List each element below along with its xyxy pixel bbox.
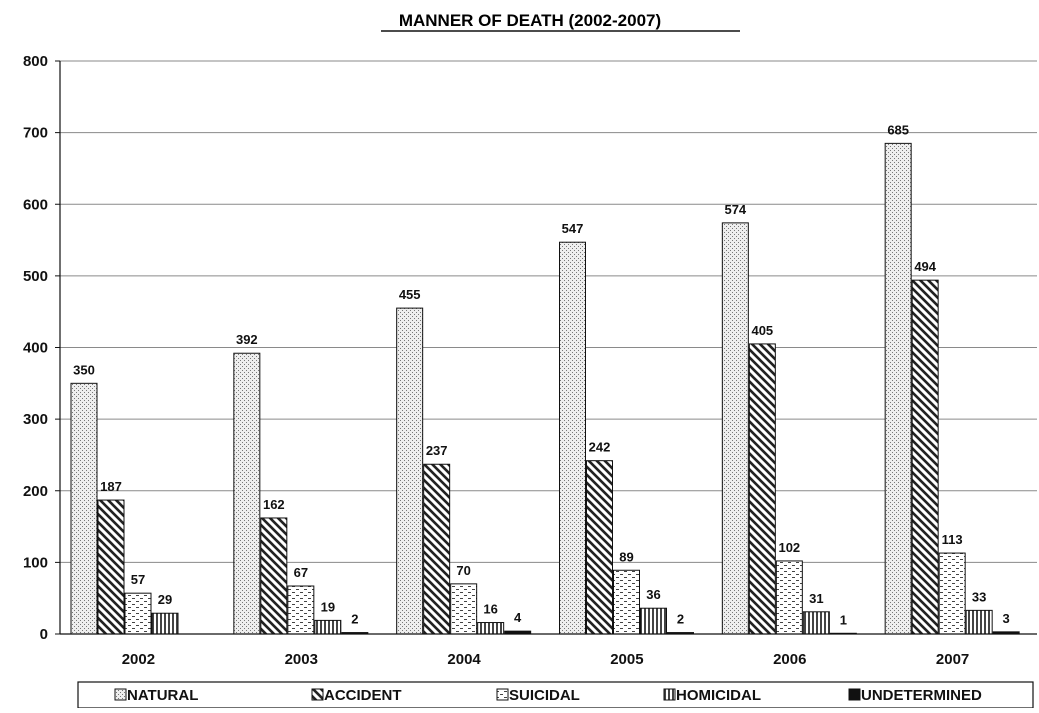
data-label-suicidal-2004: 70 (456, 563, 470, 578)
legend-label-natural: NATURAL (127, 687, 198, 704)
y-tick-label-300: 300 (23, 411, 48, 428)
data-label-undetermined-2004: 4 (514, 610, 522, 625)
y-tick-label-0: 0 (40, 626, 48, 643)
bar-suicidal-2003 (287, 585, 315, 635)
legend-label-homicidal: HOMICIDAL (676, 687, 761, 704)
data-label-homicidal-2002: 29 (158, 592, 172, 607)
bar-homicidal-2002 (151, 612, 179, 635)
bar-homicidal-2003 (314, 619, 342, 635)
legend-label-suicidal: SUICIDAL (509, 687, 580, 704)
data-label-suicidal-2006: 102 (778, 540, 800, 555)
data-label-suicidal-2003: 67 (294, 565, 308, 580)
bar-suicidal-2004 (450, 583, 478, 635)
data-label-accident-2005: 242 (589, 440, 611, 455)
x-tick-label-2007: 2007 (936, 651, 969, 668)
bar-natural-2003 (233, 352, 261, 635)
bar-accident-2003 (260, 517, 288, 635)
bar-natural-2005 (559, 241, 586, 635)
legend: NATURAL ACCIDENT SUICIDAL HOMICIDAL UNDETERM… (77, 681, 1034, 709)
data-labels: 350 187 57 29 392 162 67 19 2 455 237 70 16 4 547 242 89… (73, 122, 1010, 627)
gridlines (60, 60, 1037, 563)
bar-accident-2006 (748, 343, 776, 635)
data-label-natural-2007: 685 (887, 122, 909, 137)
x-axis: 2002 2003 2004 2005 2006 2007 (60, 633, 1037, 668)
chart-title: MANNER OF DEATH (2002-2007) (399, 11, 661, 30)
data-label-natural-2005: 547 (562, 221, 584, 236)
bar-accident-2002 (97, 499, 125, 635)
y-axis: 0 100 200 300 400 500 600 700 800 (23, 53, 61, 643)
data-label-homicidal-2005: 36 (646, 587, 660, 602)
data-label-undetermined-2006: 1 (840, 612, 847, 627)
data-label-accident-2002: 187 (100, 479, 122, 494)
bar-suicidal-2007 (938, 552, 966, 635)
y-tick-label-400: 400 (23, 340, 48, 357)
y-tick-label-800: 800 (23, 53, 48, 70)
x-tick-label-2005: 2005 (610, 651, 643, 668)
bar-natural-2002 (70, 382, 98, 635)
bar-homicidal-2004 (477, 622, 505, 635)
bar-accident-2004 (423, 463, 451, 635)
bar-homicidal-2005 (640, 607, 667, 635)
bar-natural-2004 (396, 307, 424, 635)
legend-swatch-undetermined (848, 688, 861, 701)
bar-accident-2007 (911, 279, 939, 635)
bar-natural-2006 (721, 222, 749, 635)
data-label-accident-2007: 494 (914, 259, 936, 274)
data-label-undetermined-2005: 2 (677, 612, 684, 627)
data-label-accident-2003: 162 (263, 497, 285, 512)
data-label-natural-2003: 392 (236, 332, 258, 347)
legend-swatch-accident (311, 688, 324, 701)
bar-suicidal-2006 (775, 560, 803, 635)
data-label-undetermined-2003: 2 (351, 612, 358, 627)
legend-swatch-natural (114, 688, 127, 701)
data-label-undetermined-2007: 3 (1003, 611, 1010, 626)
bar-natural-2007 (884, 142, 912, 635)
legend-swatch-suicidal (496, 688, 509, 701)
bars (70, 142, 1020, 635)
y-tick-label-200: 200 (23, 483, 48, 500)
legend-label-accident: ACCIDENT (324, 687, 402, 704)
data-label-homicidal-2003: 19 (321, 599, 335, 614)
data-label-natural-2004: 455 (399, 287, 421, 302)
y-tick-label-600: 600 (23, 196, 48, 213)
y-tick-label-700: 700 (23, 125, 48, 142)
data-label-suicidal-2007: 113 (942, 532, 963, 547)
y-tick-label-100: 100 (23, 554, 48, 571)
data-label-homicidal-2004: 16 (483, 602, 497, 617)
bar-homicidal-2006 (802, 611, 830, 635)
x-tick-label-2003: 2003 (285, 651, 318, 668)
bar-suicidal-2002 (124, 592, 152, 635)
data-label-accident-2006: 405 (751, 323, 773, 338)
x-tick-label-2002: 2002 (122, 651, 155, 668)
bar-suicidal-2005 (613, 569, 640, 635)
data-label-natural-2006: 574 (724, 202, 746, 217)
x-tick-label-2006: 2006 (773, 651, 806, 668)
legend-swatch-homicidal (663, 688, 676, 701)
bar-accident-2005 (586, 460, 613, 635)
data-label-natural-2002: 350 (73, 362, 95, 377)
data-label-suicidal-2002: 57 (131, 572, 145, 587)
data-label-homicidal-2007: 33 (972, 589, 986, 604)
x-tick-label-2004: 2004 (447, 651, 481, 668)
data-label-accident-2004: 237 (426, 443, 448, 458)
bar-homicidal-2007 (965, 609, 993, 635)
legend-label-undetermined: UNDETERMINED (861, 687, 982, 704)
data-label-homicidal-2006: 31 (809, 591, 823, 606)
legend-box (77, 681, 1034, 709)
data-label-suicidal-2005: 89 (619, 549, 633, 564)
y-tick-label-500: 500 (23, 268, 48, 285)
